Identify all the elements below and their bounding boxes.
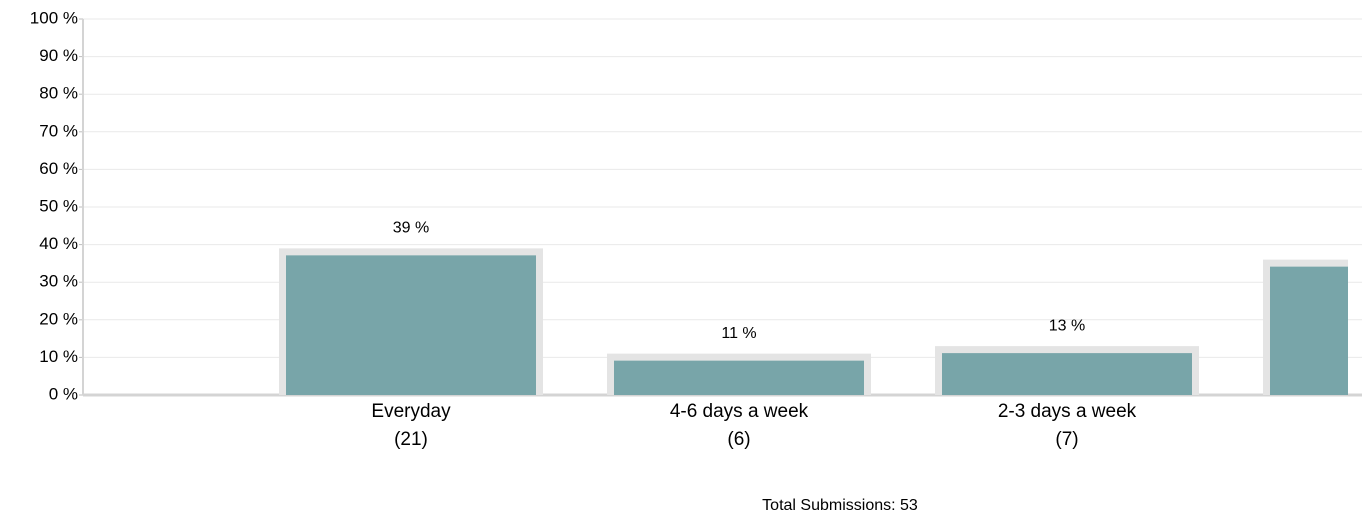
y-tick-label: 0 %: [49, 384, 78, 403]
total-submissions: Total Submissions: 53: [762, 497, 918, 514]
y-tick-label: 30 %: [39, 272, 78, 291]
bar: [286, 255, 536, 395]
bar: [1270, 266, 1348, 395]
y-tick-label: 40 %: [39, 234, 78, 253]
y-tick-label: 90 %: [39, 46, 78, 65]
x-tick-label: Everyday: [371, 401, 451, 422]
labels: 0 % 10 % 20 % 30 % 40 % 50 % 60 % 70 % 80 % 90 % 1…: [30, 8, 1137, 450]
x-tick-count: (21): [394, 429, 428, 450]
bars: [279, 248, 1348, 395]
x-tick-label: 4-6 days a week: [670, 401, 809, 422]
bar: [942, 353, 1192, 395]
value-label: 39 %: [393, 220, 429, 237]
value-label: 11 %: [721, 325, 756, 342]
y-tick-label: 10 %: [39, 347, 78, 366]
x-tick-label: 2-3 days a week: [998, 401, 1137, 422]
y-tick-label: 50 %: [39, 196, 78, 215]
y-tick-label: 20 %: [39, 309, 78, 328]
y-tick-label: 70 %: [39, 121, 78, 140]
value-label: 13 %: [1049, 317, 1085, 334]
y-tick-label: 80 %: [39, 84, 78, 103]
x-tick-count: (6): [727, 429, 750, 450]
y-tick-label: 100 %: [30, 8, 78, 27]
bar: [614, 360, 864, 395]
x-tick-count: (7): [1055, 429, 1078, 450]
y-tick-label: 60 %: [39, 159, 78, 178]
